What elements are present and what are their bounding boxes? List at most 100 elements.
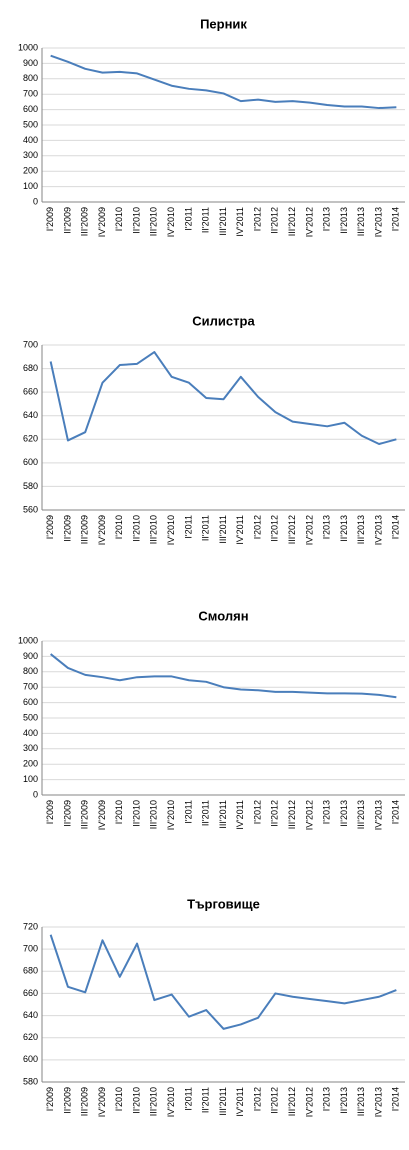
y-tick-label: 300	[23, 150, 38, 160]
x-tick-label: IV'2011	[235, 800, 245, 830]
y-tick-label: 800	[23, 73, 38, 83]
y-tick-label: 300	[23, 743, 38, 753]
x-tick-label: II'2013	[339, 800, 349, 827]
chart-title: Смолян	[198, 608, 248, 623]
x-tick-label: I'2012	[252, 1087, 262, 1111]
x-tick-label: III'2013	[356, 207, 366, 236]
x-tick-label: I'2012	[252, 515, 262, 539]
x-tick-label: II'2012	[270, 515, 280, 542]
chart-title: Търговище	[187, 896, 260, 911]
x-tick-label: II'2010	[131, 1087, 141, 1114]
x-tick-label: I'2013	[322, 1087, 332, 1111]
x-tick-label: III'2010	[149, 207, 159, 236]
x-tick-label: IV'2012	[304, 1087, 314, 1117]
x-tick-label: III'2012	[287, 1087, 297, 1116]
x-tick-label: I'2013	[322, 800, 332, 824]
x-tick-label: III'2011	[218, 207, 228, 236]
x-tick-label: II'2012	[270, 1087, 280, 1114]
x-tick-label: I'2009	[45, 800, 55, 824]
x-tick-label: II'2009	[62, 1087, 72, 1114]
x-tick-label: IV'2010	[166, 800, 176, 830]
x-tick-label: IV'2010	[166, 1087, 176, 1117]
x-tick-label: IV'2009	[97, 207, 107, 237]
x-tick-label: IV'2009	[97, 1087, 107, 1117]
y-tick-label: 720	[23, 921, 38, 931]
y-tick-label: 680	[23, 966, 38, 976]
x-tick-label: IV'2013	[373, 207, 383, 237]
x-tick-label: IV'2011	[235, 207, 245, 237]
y-tick-label: 200	[23, 759, 38, 769]
y-tick-label: 580	[23, 1076, 38, 1086]
y-tick-label: 640	[23, 1010, 38, 1020]
x-tick-label: IV'2012	[304, 207, 314, 237]
x-tick-label: I'2013	[322, 207, 332, 231]
x-tick-label: IV'2009	[97, 800, 107, 830]
x-tick-label: I'2011	[183, 207, 193, 231]
x-tick-label: II'2013	[339, 207, 349, 234]
x-tick-label: III'2012	[287, 207, 297, 236]
x-tick-label: IV'2013	[373, 515, 383, 545]
x-tick-label: III'2011	[218, 800, 228, 829]
x-tick-label: III'2009	[80, 207, 90, 236]
x-tick-label: III'2013	[356, 515, 366, 544]
x-tick-label: II'2013	[339, 515, 349, 542]
y-tick-label: 700	[23, 944, 38, 954]
x-tick-label: II'2012	[270, 800, 280, 827]
x-tick-label: III'2013	[356, 1087, 366, 1116]
x-tick-label: I'2011	[183, 1087, 193, 1111]
x-tick-label: II'2010	[131, 515, 141, 542]
y-tick-label: 100	[23, 774, 38, 784]
x-tick-label: IV'2013	[373, 800, 383, 830]
x-tick-label: II'2009	[62, 207, 72, 234]
x-tick-label: I'2009	[45, 515, 55, 539]
y-tick-label: 600	[23, 104, 38, 114]
y-tick-label: 800	[23, 666, 38, 676]
y-tick-label: 680	[23, 363, 38, 373]
x-tick-label: II'2011	[201, 800, 211, 826]
y-tick-label: 600	[23, 457, 38, 467]
x-tick-label: II'2012	[270, 207, 280, 234]
y-tick-label: 500	[23, 712, 38, 722]
y-tick-label: 600	[23, 697, 38, 707]
x-tick-label: III'2011	[218, 1087, 228, 1116]
x-tick-label: II'2011	[201, 207, 211, 233]
y-tick-label: 500	[23, 119, 38, 129]
x-tick-label: I'2014	[391, 515, 401, 539]
x-tick-label: I'2011	[183, 800, 193, 824]
x-tick-label: IV'2012	[304, 515, 314, 545]
x-tick-label: II'2010	[131, 207, 141, 234]
y-tick-label: 900	[23, 651, 38, 661]
y-tick-label: 0	[33, 789, 38, 799]
y-tick-label: 200	[23, 166, 38, 176]
x-tick-label: IV'2010	[166, 207, 176, 237]
x-tick-label: I'2010	[114, 515, 124, 539]
y-tick-label: 400	[23, 135, 38, 145]
x-tick-label: II'2010	[131, 800, 141, 827]
x-tick-label: II'2013	[339, 1087, 349, 1114]
x-tick-label: IV'2012	[304, 800, 314, 830]
x-tick-label: III'2009	[80, 800, 90, 829]
x-tick-label: II'2011	[201, 515, 211, 541]
y-tick-label: 620	[23, 434, 38, 444]
x-tick-label: I'2013	[322, 515, 332, 539]
y-tick-label: 560	[23, 504, 38, 514]
chart-title: Силистра	[192, 313, 255, 328]
x-tick-label: III'2012	[287, 515, 297, 544]
x-tick-label: I'2010	[114, 1087, 124, 1111]
line	[50, 653, 397, 699]
y-tick-label: 700	[23, 339, 38, 349]
y-tick-label: 1000	[18, 635, 38, 645]
x-tick-label: IV'2011	[235, 515, 245, 545]
x-tick-label: I'2012	[252, 207, 262, 231]
line	[49, 934, 397, 1030]
x-tick-label: I'2011	[183, 515, 193, 539]
y-tick-label: 640	[23, 410, 38, 420]
y-tick-label: 400	[23, 728, 38, 738]
y-tick-label: 580	[23, 481, 38, 491]
x-tick-label: IV'2009	[97, 515, 107, 545]
y-tick-label: 600	[23, 1054, 38, 1064]
x-tick-label: I'2014	[391, 800, 401, 824]
y-tick-label: 700	[23, 682, 38, 692]
y-tick-label: 620	[23, 1032, 38, 1042]
